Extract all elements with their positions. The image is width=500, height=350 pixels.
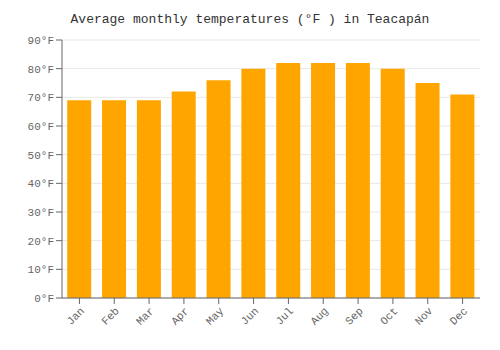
svg-text:30°F: 30°F <box>28 207 54 219</box>
svg-text:Aug: Aug <box>308 305 330 327</box>
svg-text:50°F: 50°F <box>28 150 54 162</box>
svg-text:Apr: Apr <box>169 305 191 327</box>
html-text:Average monthly temperatures (: Average monthly temperatures (°F ) in Te… <box>70 12 430 27</box>
svg-text:Mar: Mar <box>134 305 156 327</box>
svg-text:0°F: 0°F <box>34 293 54 305</box>
svg-text:20°F: 20°F <box>28 236 54 248</box>
svg-text:Feb: Feb <box>99 305 121 327</box>
svg-text:70°F: 70°F <box>28 92 54 104</box>
svg-text:Dec: Dec <box>448 305 470 327</box>
svg-text:Oct: Oct <box>378 305 400 327</box>
svg-text:Jun: Jun <box>239 305 261 327</box>
svg-text:Sep: Sep <box>343 305 365 327</box>
svg-text:80°F: 80°F <box>28 64 54 76</box>
svg-text:90°F: 90°F <box>28 35 54 47</box>
svg-text:10°F: 10°F <box>28 264 54 276</box>
svg-text:40°F: 40°F <box>28 178 54 190</box>
svg-text:Nov: Nov <box>413 305 436 328</box>
svg-text:May: May <box>204 305 227 328</box>
svg-text:Jan: Jan <box>65 305 87 327</box>
svg-text:60°F: 60°F <box>28 121 54 133</box>
svg-text:Jul: Jul <box>274 305 296 327</box>
